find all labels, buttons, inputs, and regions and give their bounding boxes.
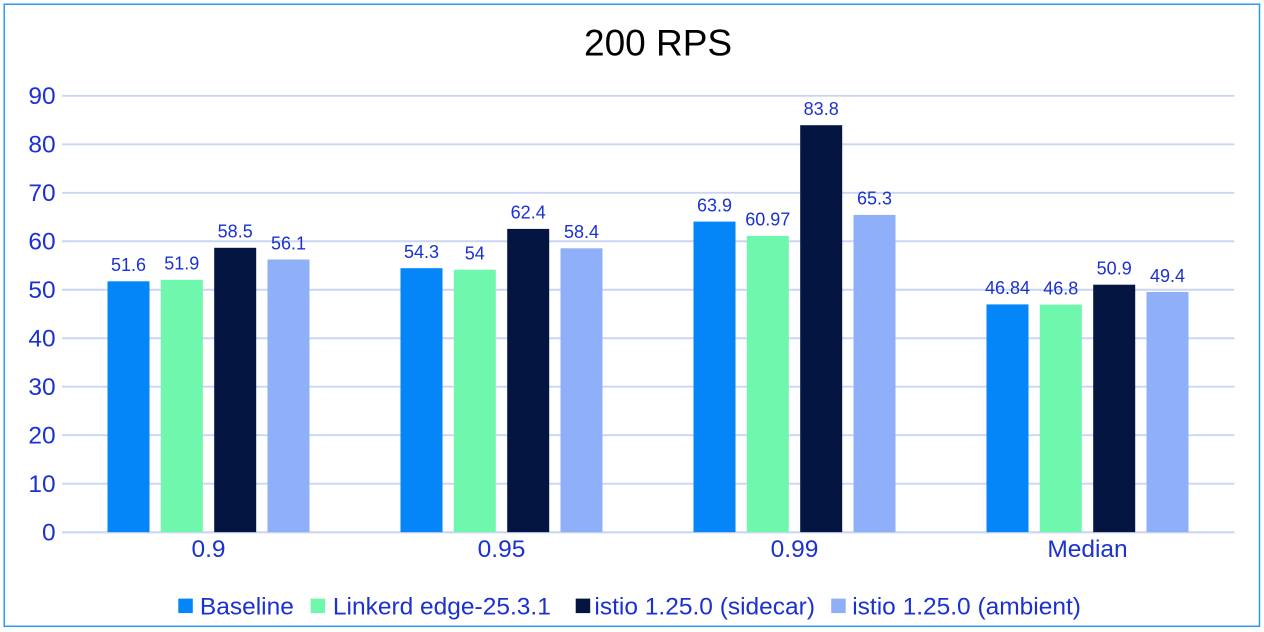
- svg-text:49.4: 49.4: [1150, 266, 1185, 286]
- svg-text:51.6: 51.6: [111, 255, 146, 275]
- svg-text:10: 10: [28, 471, 55, 498]
- svg-text:200 RPS: 200 RPS: [584, 23, 732, 64]
- svg-text:50: 50: [28, 277, 55, 304]
- svg-text:58.4: 58.4: [564, 222, 599, 242]
- svg-text:51.9: 51.9: [164, 254, 199, 274]
- svg-text:istio 1.25.0 (ambient): istio 1.25.0 (ambient): [852, 594, 1081, 621]
- svg-text:58.5: 58.5: [218, 222, 253, 242]
- svg-text:40: 40: [28, 325, 55, 352]
- svg-text:54.3: 54.3: [404, 242, 439, 262]
- svg-text:50.9: 50.9: [1097, 259, 1132, 279]
- svg-text:Baseline: Baseline: [200, 594, 294, 621]
- svg-text:83.8: 83.8: [804, 99, 839, 119]
- svg-text:Linkerd edge-25.3.1: Linkerd edge-25.3.1: [333, 594, 551, 621]
- svg-text:0.99: 0.99: [771, 536, 819, 563]
- svg-text:60.97: 60.97: [745, 210, 790, 230]
- svg-text:63.9: 63.9: [697, 195, 732, 215]
- svg-text:0.9: 0.9: [191, 536, 225, 563]
- svg-text:0.95: 0.95: [478, 536, 526, 563]
- svg-text:0: 0: [42, 519, 56, 546]
- svg-text:80: 80: [28, 131, 55, 158]
- svg-text:60: 60: [28, 228, 55, 255]
- svg-text:Median: Median: [1047, 536, 1127, 563]
- svg-text:54: 54: [465, 244, 485, 264]
- svg-text:46.84: 46.84: [985, 278, 1030, 298]
- svg-text:90: 90: [28, 83, 55, 110]
- svg-text:56.1: 56.1: [271, 233, 306, 253]
- svg-text:46.8: 46.8: [1043, 278, 1078, 298]
- svg-text:70: 70: [28, 180, 55, 207]
- svg-text:20: 20: [28, 422, 55, 449]
- svg-text:65.3: 65.3: [857, 189, 892, 209]
- svg-text:30: 30: [28, 374, 55, 401]
- svg-text:istio 1.25.0 (sidecar): istio 1.25.0 (sidecar): [594, 594, 815, 621]
- svg-text:62.4: 62.4: [511, 203, 546, 223]
